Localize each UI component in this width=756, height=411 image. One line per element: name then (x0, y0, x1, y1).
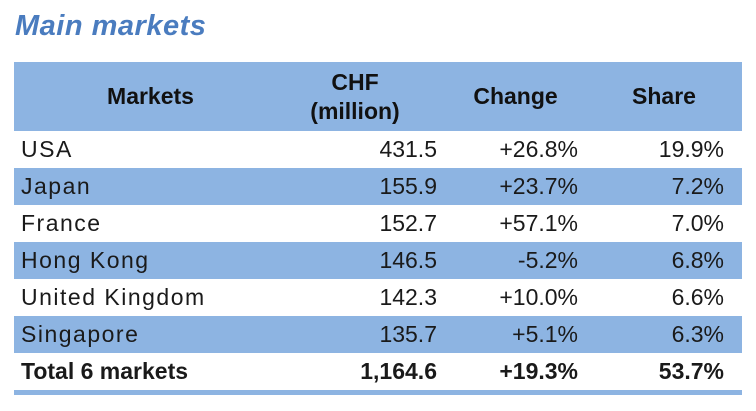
cell-share: 7.2% (586, 168, 742, 205)
cell-share: 6.6% (671, 284, 724, 310)
cell-market: France (21, 210, 102, 236)
cell-share: 6.8% (586, 242, 742, 279)
table-row-france: France 152.7 +57.1% 7.0% (14, 205, 742, 242)
cell-change: +10.0% (499, 284, 578, 310)
table-row-hong-kong: Hong Kong 146.5 -5.2% 6.8% (14, 242, 742, 279)
cell-chf: 142.3 (379, 284, 437, 310)
table-row-united-kingdom: United Kingdom 142.3 +10.0% 6.6% (14, 279, 742, 316)
cell-share: 19.9% (658, 136, 724, 162)
cell-chf: 135.7 (265, 316, 445, 353)
table-body: USA 431.5 +26.8% 19.9% Japan 155.9 +23.7… (14, 131, 742, 395)
page-title: Main markets (15, 10, 207, 42)
table-row-singapore: Singapore 135.7 +5.1% 6.3% (14, 316, 742, 353)
cell-share: 7.0% (671, 210, 724, 236)
column-header-share: Share (586, 62, 742, 131)
cell-change: +23.7% (445, 168, 586, 205)
header-row: Markets CHF (million) Change Share (14, 62, 742, 131)
cell-total-share: 53.7% (586, 353, 742, 395)
chf-header-line1: CHF (331, 68, 379, 95)
cell-market: United Kingdom (21, 284, 206, 310)
chf-header-line2: (million) (310, 97, 400, 124)
table-header: Markets CHF (million) Change Share (14, 62, 742, 131)
column-header-markets: Markets (14, 62, 265, 131)
column-header-change: Change (445, 62, 586, 131)
cell-total-chf: 1,164.6 (265, 353, 445, 395)
table-row-japan: Japan 155.9 +23.7% 7.2% (14, 168, 742, 205)
table-row-usa: USA 431.5 +26.8% 19.9% (14, 131, 742, 168)
cell-change: +57.1% (499, 210, 578, 236)
cell-market: USA (21, 136, 73, 162)
table-row-total: Total 6 markets 1,164.6 +19.3% 53.7% (14, 353, 742, 395)
cell-total-change: +19.3% (445, 353, 586, 395)
column-header-chf: CHF (million) (265, 62, 445, 131)
cell-market: Hong Kong (14, 242, 265, 279)
cell-share: 6.3% (586, 316, 742, 353)
cell-chf: 155.9 (265, 168, 445, 205)
cell-change: -5.2% (445, 242, 586, 279)
cell-total-label: Total 6 markets (14, 353, 265, 395)
cell-chf: 152.7 (379, 210, 437, 236)
cell-market: Japan (14, 168, 265, 205)
main-markets-table: Markets CHF (million) Change Share USA 4… (14, 62, 742, 395)
cell-change: +26.8% (499, 136, 578, 162)
cell-market: Singapore (14, 316, 265, 353)
cell-change: +5.1% (445, 316, 586, 353)
cell-chf: 431.5 (379, 136, 437, 162)
cell-chf: 146.5 (265, 242, 445, 279)
